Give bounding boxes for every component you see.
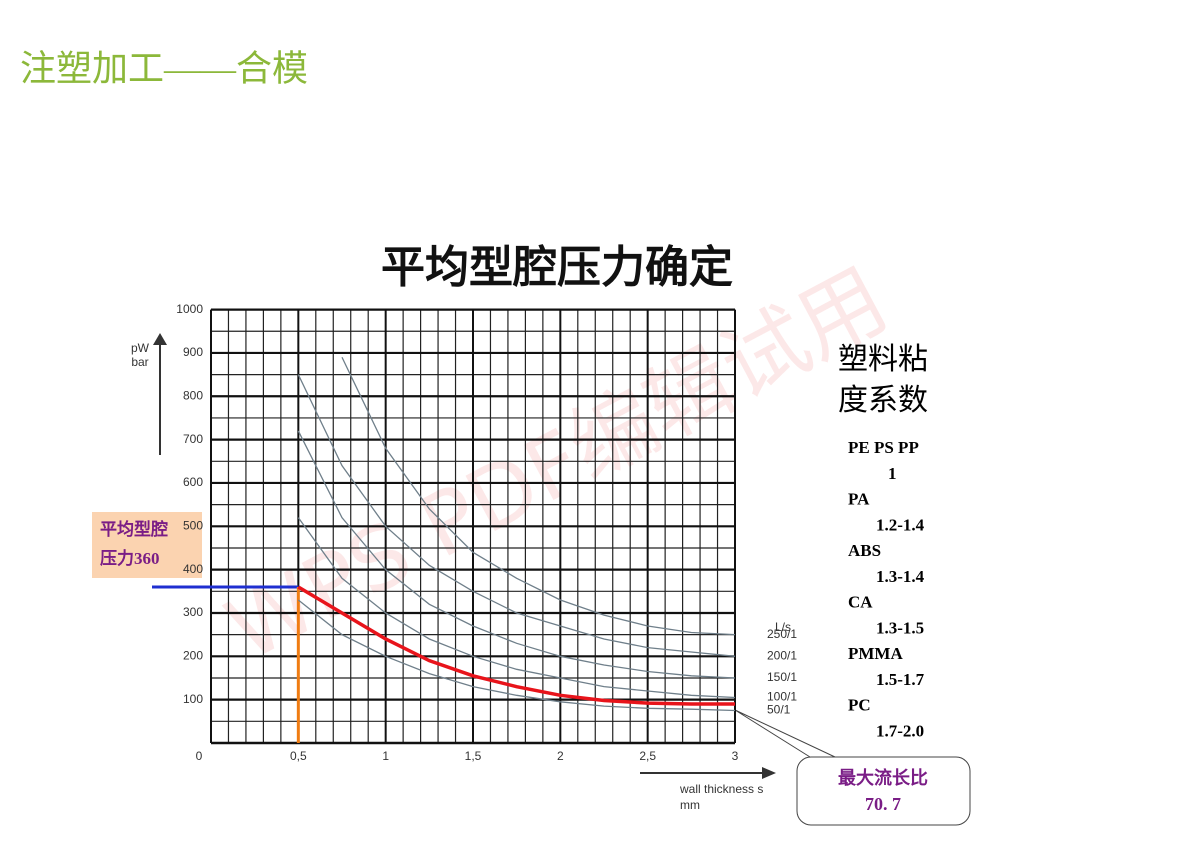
pressure-box bbox=[92, 512, 202, 578]
curve bbox=[297, 430, 736, 679]
series-header: L/s bbox=[775, 620, 791, 634]
y-tick-label: 200 bbox=[183, 648, 203, 662]
flow-box-text: 70. 7 bbox=[865, 794, 901, 814]
curve-label: 200/1 bbox=[767, 648, 797, 662]
x-tick-label: 0,5 bbox=[290, 749, 307, 763]
curve bbox=[297, 374, 736, 657]
material-name: PC bbox=[848, 695, 871, 714]
chart-title: 平均型腔压力确定 bbox=[381, 242, 733, 293]
y-tick-label: 800 bbox=[183, 388, 203, 402]
viscosity-title: 度系数 bbox=[838, 384, 928, 417]
material-range: 1.3-1.5 bbox=[876, 618, 924, 637]
x-tick-label: 2,5 bbox=[639, 749, 656, 763]
material-name: PA bbox=[848, 489, 870, 508]
material-range: 1.7-2.0 bbox=[876, 721, 924, 740]
flow-box bbox=[796, 756, 971, 826]
flow-box-text: 最大流长比 bbox=[838, 767, 928, 788]
curve-label: 250/1 bbox=[767, 627, 797, 641]
y-tick-label: 400 bbox=[183, 562, 203, 576]
x-label: mm bbox=[680, 798, 700, 812]
y-label: pW bbox=[131, 341, 150, 355]
x-tick-label: 2 bbox=[557, 749, 564, 763]
y-tick-label: 600 bbox=[183, 475, 203, 489]
material-name: PMMA bbox=[848, 644, 903, 663]
y-tick-label: 500 bbox=[183, 518, 203, 532]
curve-label: 50/1 bbox=[767, 703, 791, 717]
highlight-curve bbox=[297, 585, 735, 706]
material-name: ABS bbox=[848, 541, 881, 560]
curve bbox=[297, 517, 736, 699]
material-name: CA bbox=[848, 592, 873, 611]
x-label: wall thickness s bbox=[679, 782, 763, 796]
x-arrow-head bbox=[762, 767, 776, 779]
curve bbox=[297, 599, 736, 712]
x-tick-label: 1 bbox=[382, 749, 389, 763]
pressure-box-text: 平均型腔 bbox=[100, 519, 168, 539]
y-tick-label: 900 bbox=[183, 345, 203, 359]
viscosity-title: 塑料粘 bbox=[838, 343, 928, 376]
slide-title: 注塑加工——合模 bbox=[20, 48, 308, 88]
curve bbox=[341, 356, 736, 636]
x-tick-label: 0 bbox=[196, 749, 203, 763]
curve-label: 150/1 bbox=[767, 670, 797, 684]
material-range: 1.3-1.4 bbox=[876, 567, 925, 586]
y-tick-label: 700 bbox=[183, 432, 203, 446]
pressure-box-text: 压力360 bbox=[100, 548, 160, 568]
material-range: 1.2-1.4 bbox=[876, 515, 925, 534]
y-label: bar bbox=[131, 355, 148, 369]
curve-label: 100/1 bbox=[767, 690, 797, 704]
y-tick-label: 1000 bbox=[176, 302, 203, 316]
material-name: PE PS PP bbox=[848, 438, 919, 457]
y-tick-label: 300 bbox=[183, 605, 203, 619]
material-range: 1.5-1.7 bbox=[876, 670, 925, 689]
x-tick-label: 3 bbox=[732, 749, 739, 763]
callout-pointer bbox=[734, 709, 836, 758]
material-range: 1 bbox=[888, 464, 897, 483]
y-tick-label: 100 bbox=[183, 692, 203, 706]
y-arrow-head bbox=[153, 333, 167, 345]
x-tick-label: 1,5 bbox=[465, 749, 482, 763]
